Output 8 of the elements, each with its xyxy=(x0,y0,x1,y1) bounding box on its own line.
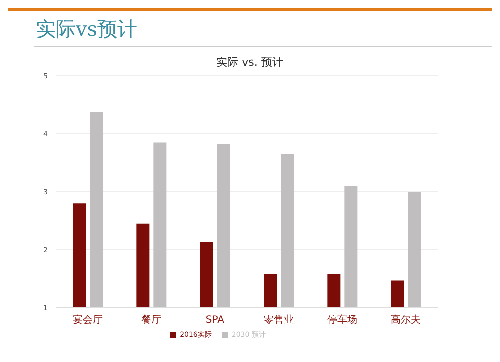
x-tick-label: 零售业 xyxy=(264,314,294,326)
chart-subtitle: 实际 vs. 预计 xyxy=(216,55,284,70)
x-tick-label: 停车场 xyxy=(328,314,358,326)
x-tick-label: SPA xyxy=(206,315,225,326)
x-tick-label: 高尔夫 xyxy=(391,314,422,326)
x-tick-label: 宴会厅 xyxy=(72,314,103,326)
x-tick-label: 餐厅 xyxy=(142,314,162,326)
chart-title: 实际vs预计 xyxy=(36,16,138,43)
